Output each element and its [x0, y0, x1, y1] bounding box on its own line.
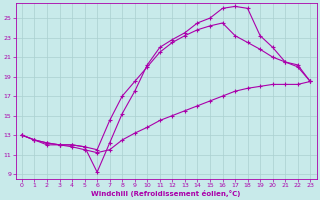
X-axis label: Windchill (Refroidissement éolien,°C): Windchill (Refroidissement éolien,°C) [92, 190, 241, 197]
